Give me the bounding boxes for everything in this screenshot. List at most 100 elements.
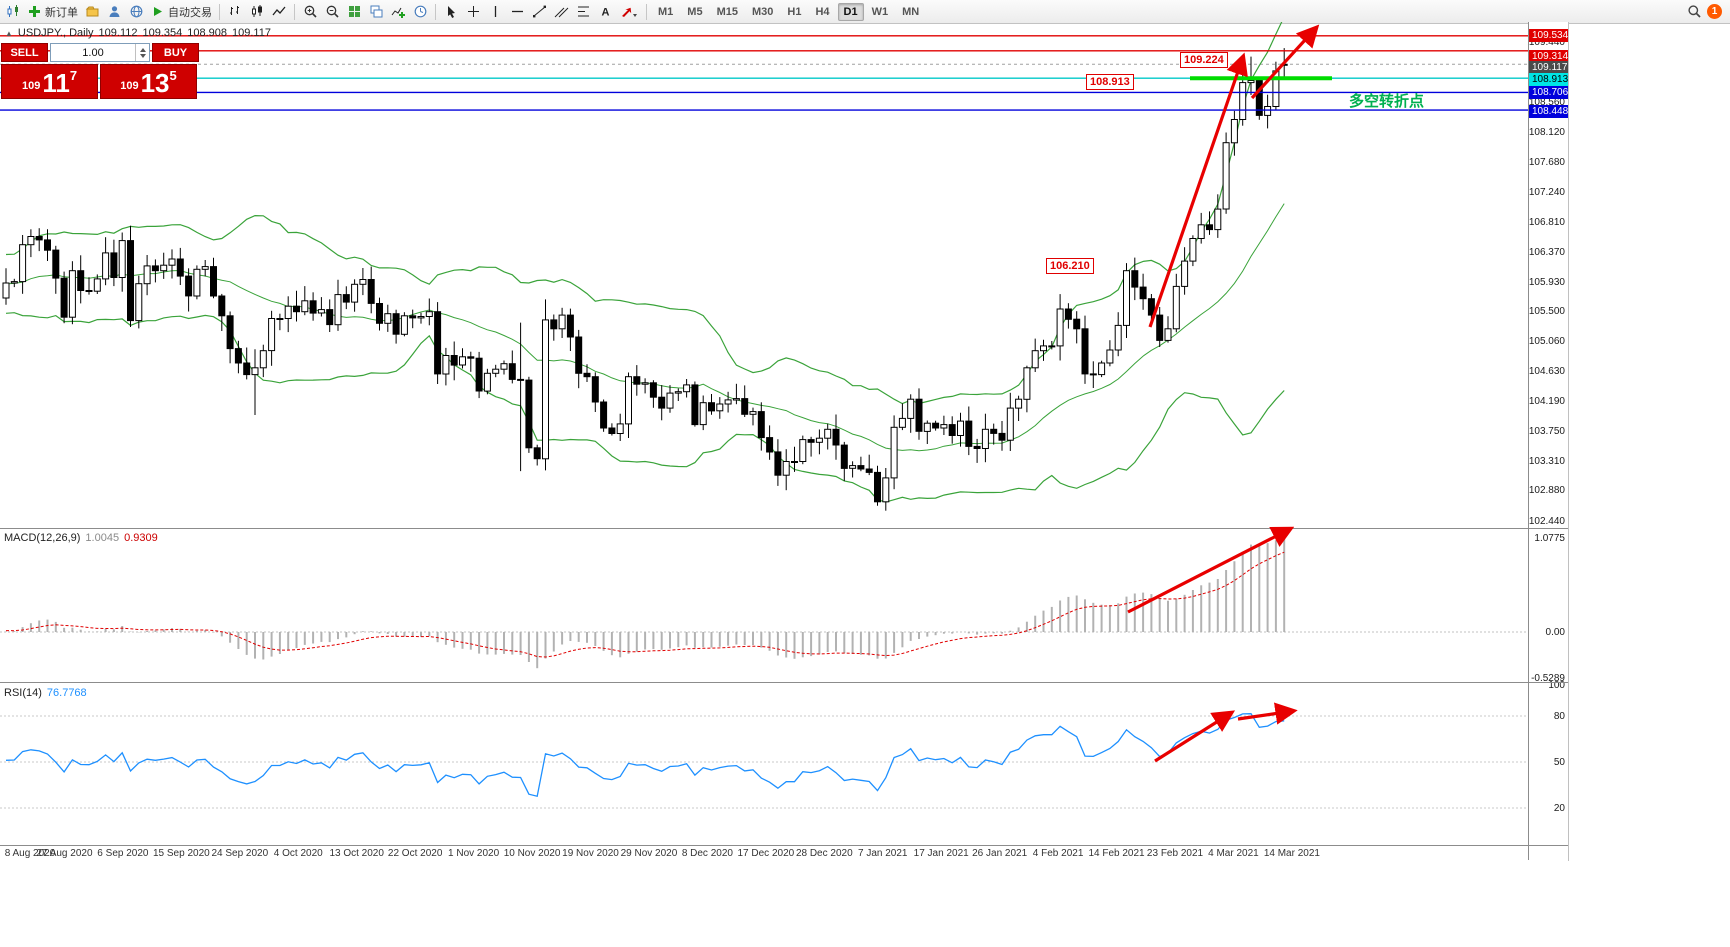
vertical-line-icon bbox=[494, 6, 496, 17]
new-order-button[interactable]: 新订单 bbox=[24, 2, 81, 22]
plus-icon bbox=[29, 6, 40, 17]
price-line-label: 108.706 bbox=[1529, 85, 1568, 99]
bar-chart-button[interactable] bbox=[224, 2, 246, 22]
arrow-tools-button[interactable] bbox=[616, 2, 642, 22]
date-label: 4 Mar 2021 bbox=[1208, 848, 1259, 859]
date-label: 8 Aug 2020 bbox=[4, 848, 56, 859]
period-clock-button[interactable] bbox=[409, 2, 431, 22]
indicators-button[interactable] bbox=[387, 2, 409, 22]
market-watch-button[interactable] bbox=[103, 2, 125, 22]
date-label: 23 Feb 2021 bbox=[1146, 848, 1204, 859]
chart-window-border bbox=[1568, 22, 1569, 861]
search-icon bbox=[1687, 5, 1701, 18]
timeframe-mn[interactable]: MN bbox=[896, 3, 925, 21]
bid-prefix: 109 bbox=[21, 80, 41, 92]
date-label: 17 Dec 2020 bbox=[737, 848, 795, 859]
timeframe-m15[interactable]: M15 bbox=[711, 3, 744, 21]
timeframe-m1[interactable]: M1 bbox=[652, 3, 679, 21]
channel-button[interactable] bbox=[550, 2, 572, 22]
time-axis-separator bbox=[0, 845, 1568, 846]
date-label: 19 Nov 2020 bbox=[562, 848, 619, 859]
panel-splitter[interactable] bbox=[0, 528, 1568, 529]
search-button[interactable] bbox=[1683, 2, 1705, 22]
notification-badge[interactable]: 1 bbox=[1707, 4, 1722, 19]
new-order-label: 新订单 bbox=[45, 6, 78, 19]
symbol-name: USDJPY., Daily bbox=[17, 27, 94, 39]
price-line-label: 108.448 bbox=[1529, 104, 1568, 118]
mini-chart-icon bbox=[7, 5, 18, 17]
bid-big-digits: 11 bbox=[42, 68, 70, 98]
date-label: 13 Oct 2020 bbox=[329, 848, 384, 859]
auto-trading-label: 自动交易 bbox=[168, 6, 212, 19]
auto-trading-button[interactable]: 自动交易 bbox=[147, 2, 215, 22]
trendline-button[interactable] bbox=[528, 2, 550, 22]
timeframe-w1[interactable]: W1 bbox=[866, 3, 895, 21]
ask-big-digits: 13 bbox=[140, 68, 170, 98]
new-chart-button[interactable] bbox=[2, 2, 24, 22]
timeframe-h1[interactable]: H1 bbox=[781, 3, 807, 21]
cascade-windows-button[interactable] bbox=[365, 2, 387, 22]
zoom-out-button[interactable] bbox=[321, 2, 343, 22]
date-label: 1 Nov 2020 bbox=[448, 848, 500, 859]
date-label: 7 Jan 2021 bbox=[858, 848, 908, 859]
line-chart-icon bbox=[271, 6, 285, 16]
timeframe-h4[interactable]: H4 bbox=[809, 3, 835, 21]
volume-field[interactable]: 1.00 bbox=[50, 43, 150, 62]
tile-windows-button[interactable] bbox=[343, 2, 365, 22]
bid-price-button[interactable]: 109 11 7 bbox=[1, 64, 98, 99]
price-annotation: 106.210 bbox=[1046, 258, 1094, 274]
sell-button[interactable]: SELL bbox=[1, 43, 48, 62]
axis-label: -0.5289 bbox=[1531, 672, 1565, 684]
chinese-annotation: 多空转折点 bbox=[1349, 93, 1425, 110]
candlestick-chart-button[interactable] bbox=[246, 2, 268, 22]
date-label: 27 Aug 2020 bbox=[36, 848, 93, 859]
crosshair-button[interactable] bbox=[462, 2, 484, 22]
line-chart-button[interactable] bbox=[268, 2, 290, 22]
volume-stepper[interactable] bbox=[135, 44, 149, 61]
collapse-panel-icon[interactable]: ▲ bbox=[5, 28, 13, 38]
ask-price-button[interactable]: 109 13 5 bbox=[100, 64, 197, 99]
time-axis[interactable]: 8 Aug 2020 27 Aug 2020 6 Sep 2020 15 Sep 20… bbox=[0, 846, 1528, 862]
axis-label: 102.880 bbox=[1528, 485, 1565, 497]
ohlc-high: 109.354 bbox=[142, 27, 183, 39]
main-toolbar: 新订单 自动交易 bbox=[0, 0, 1730, 24]
horizontal-line-button[interactable] bbox=[506, 2, 528, 22]
stepper-up-icon[interactable] bbox=[139, 47, 146, 52]
profiles-button[interactable] bbox=[81, 2, 103, 22]
price-line-label: 109.314 bbox=[1529, 49, 1568, 63]
price-chart[interactable] bbox=[0, 22, 1528, 528]
axis-label: 103.750 bbox=[1528, 425, 1565, 437]
timeframe-d1[interactable]: D1 bbox=[837, 2, 864, 21]
toolbar-separator bbox=[294, 3, 295, 20]
bar-chart-icon bbox=[229, 6, 239, 15]
axis-label: 105.500 bbox=[1528, 306, 1565, 318]
date-label: 10 Nov 2020 bbox=[503, 848, 561, 859]
zoom-in-button[interactable] bbox=[299, 2, 321, 22]
toolbar-separator bbox=[646, 3, 647, 20]
fibonacci-button[interactable] bbox=[572, 2, 594, 22]
zoom-out-icon bbox=[326, 5, 339, 18]
timeframe-m30[interactable]: M30 bbox=[746, 3, 779, 21]
ohlc-close: 109.117 bbox=[232, 27, 271, 39]
channel-icon bbox=[554, 7, 568, 18]
axis-label: 105.060 bbox=[1528, 336, 1565, 348]
price-axis[interactable]: 109.440 108.560 108.120 107.680 107.240 106.8… bbox=[1529, 22, 1568, 860]
data-window-button[interactable] bbox=[125, 2, 147, 22]
volume-value[interactable]: 1.00 bbox=[82, 46, 104, 59]
zoom-in-icon bbox=[304, 5, 317, 18]
macd-panel[interactable] bbox=[0, 530, 1528, 682]
cursor-button[interactable] bbox=[440, 2, 462, 22]
symbol-header: ▲ USDJPY., Daily 109.112 109.354 108.908… bbox=[5, 27, 271, 39]
crosshair-icon bbox=[467, 6, 479, 17]
stepper-down-icon[interactable] bbox=[139, 53, 146, 58]
text-tool-button[interactable]: A bbox=[594, 2, 616, 22]
timeframe-m5[interactable]: M5 bbox=[681, 3, 708, 21]
axis-label: 107.240 bbox=[1528, 187, 1565, 199]
rsi-panel[interactable] bbox=[0, 684, 1528, 845]
axis-label: 106.370 bbox=[1528, 246, 1565, 258]
date-label: 24 Sep 2020 bbox=[211, 848, 269, 859]
buy-button[interactable]: BUY bbox=[152, 43, 199, 62]
panel-splitter[interactable] bbox=[0, 682, 1568, 683]
globe-icon bbox=[130, 5, 142, 18]
vertical-line-button[interactable] bbox=[484, 2, 506, 22]
